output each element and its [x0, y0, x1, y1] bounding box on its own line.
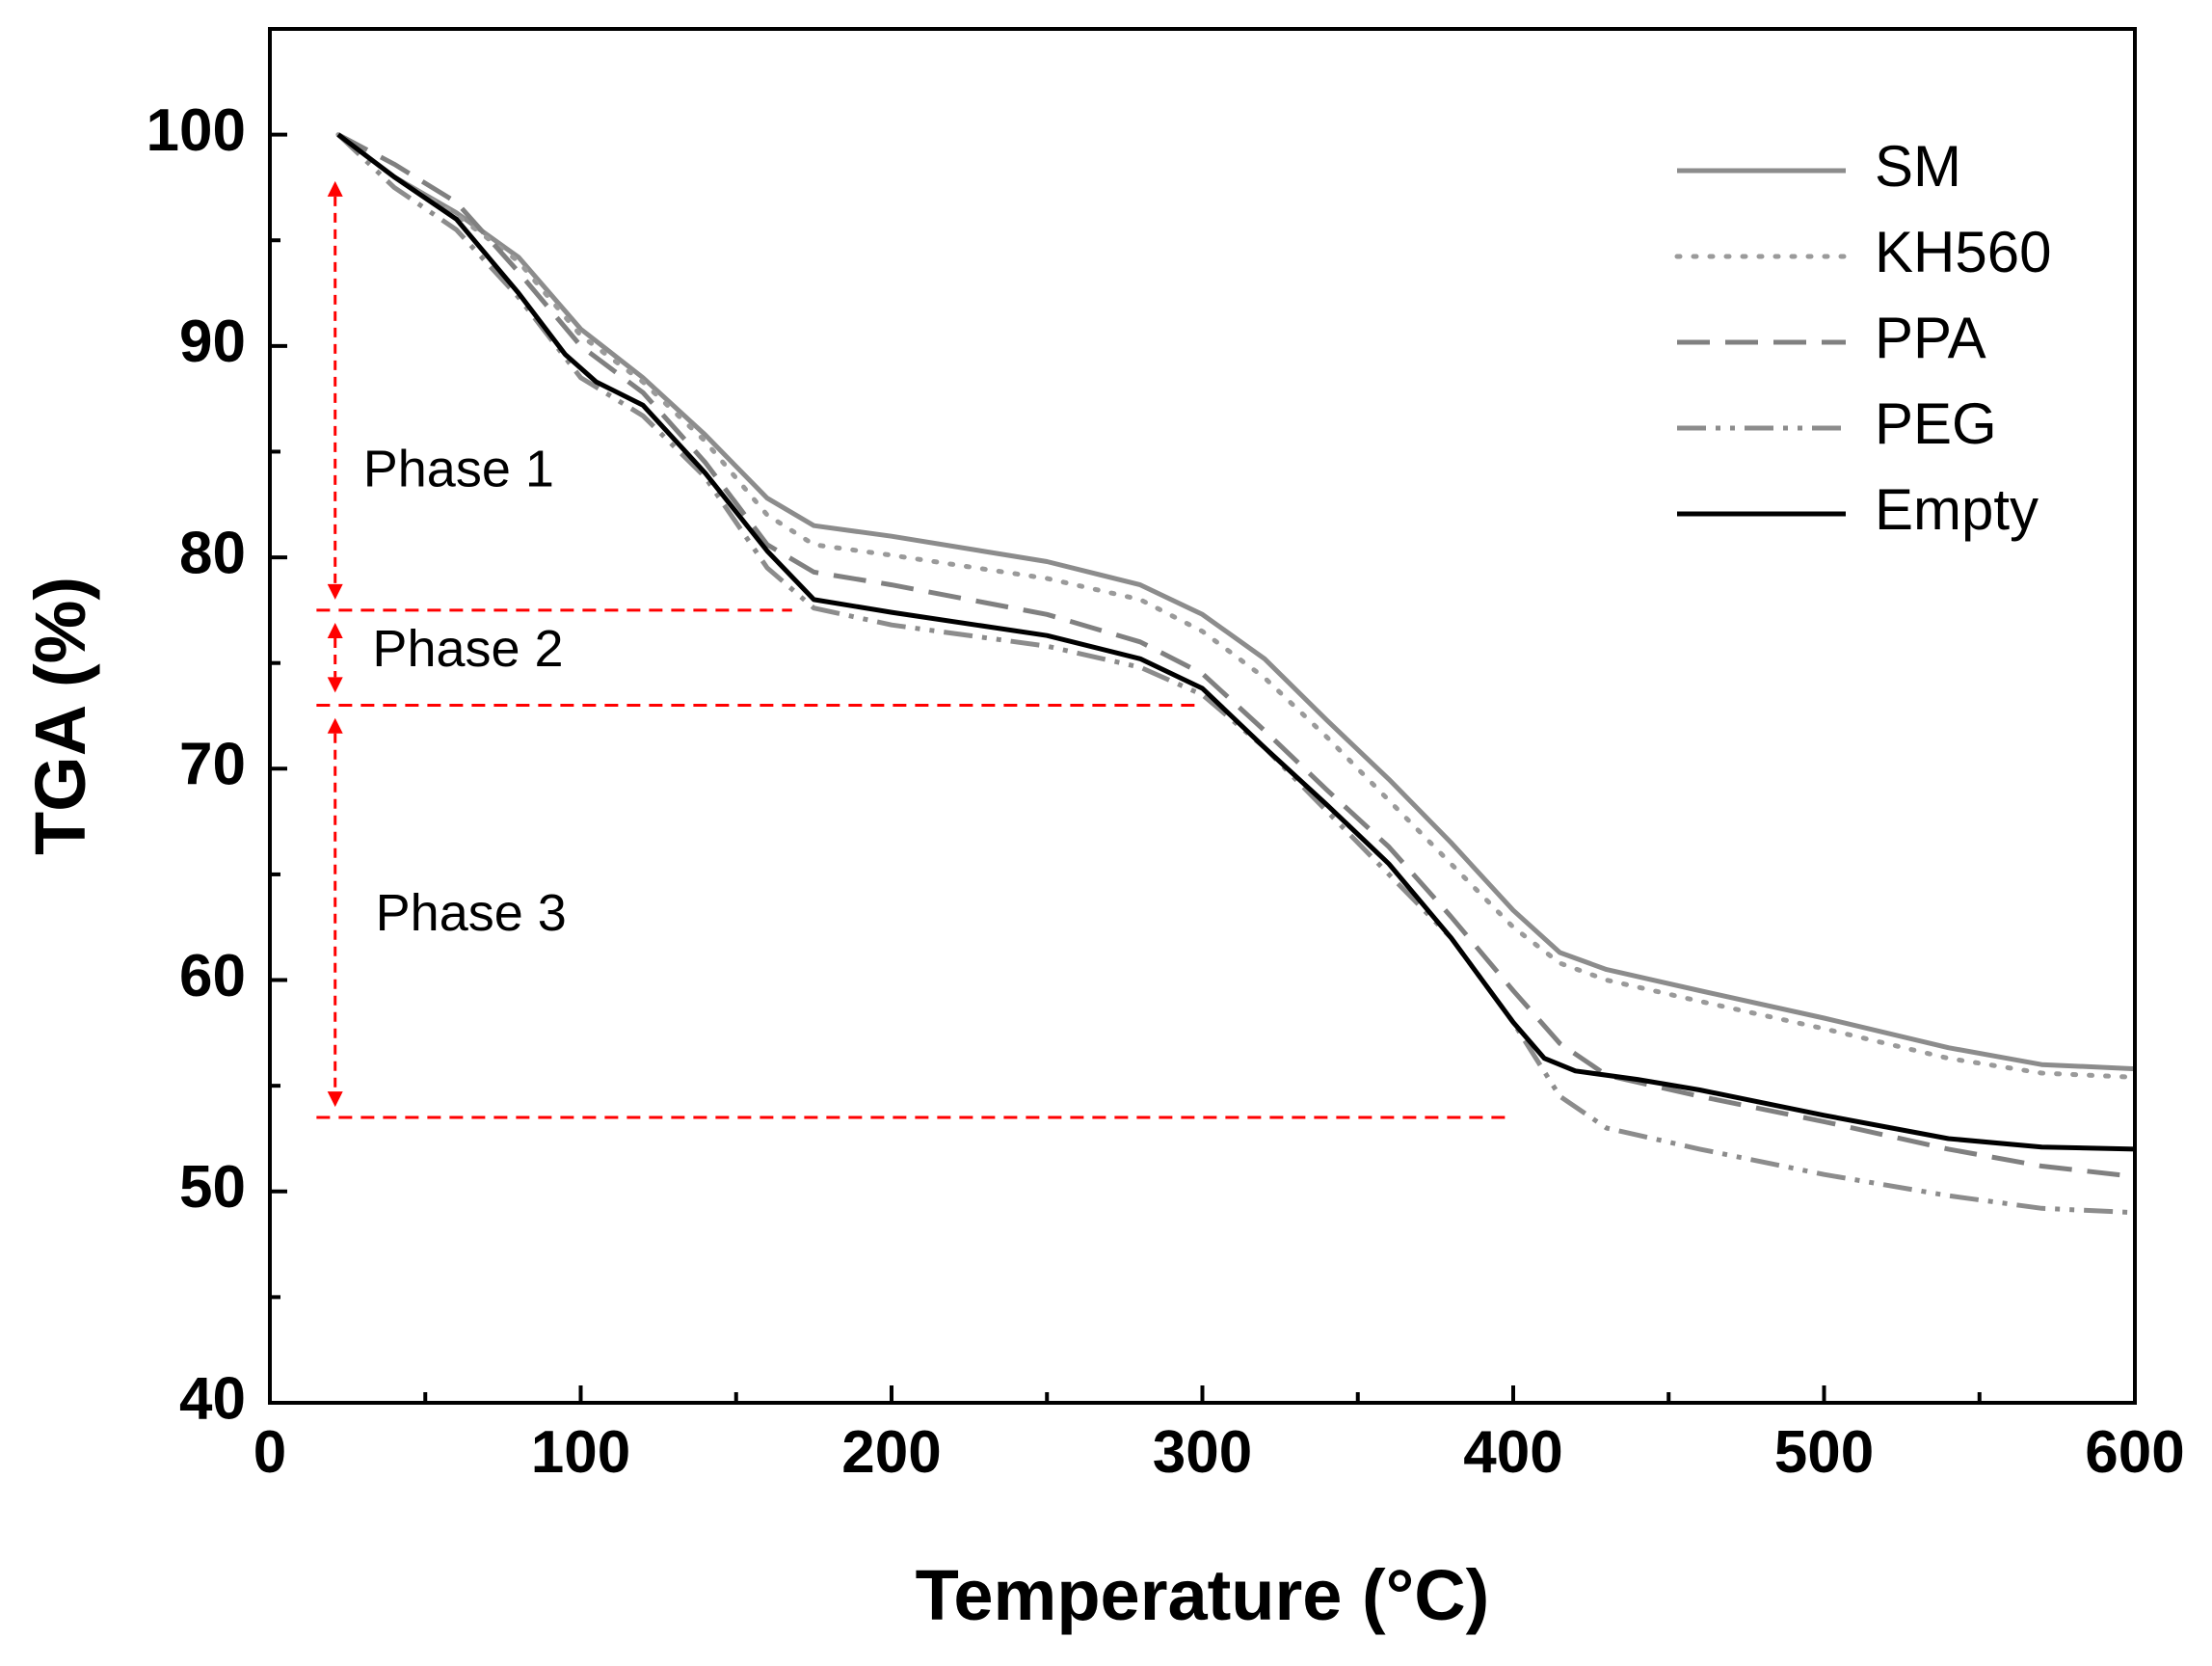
axes [268, 27, 2137, 1405]
phase-arrow-head-down [327, 677, 343, 693]
x-tick-label: 100 [531, 1419, 630, 1486]
y-tick-label: 50 [179, 1154, 246, 1221]
legend-item-sm: SM [1677, 134, 1961, 199]
legend-label: PEG [1875, 391, 1997, 456]
phase-arrow-head-up [327, 180, 343, 197]
phase-label-2: Phase 2 [372, 620, 563, 678]
legend-item-empty: Empty [1677, 477, 2039, 542]
series-line-kh560 [335, 132, 2135, 1080]
x-tick-label: 200 [841, 1419, 941, 1486]
phase-arrow-head-up [327, 717, 343, 734]
series-line-peg [336, 132, 2135, 1216]
series-line-sm [336, 132, 2135, 1072]
x-tick-label: 500 [1774, 1419, 1874, 1486]
legend-label: SM [1875, 134, 1961, 199]
x-tick-label: 400 [1463, 1419, 1562, 1486]
x-tick-label: 0 [253, 1419, 286, 1486]
legend-item-kh560: KH560 [1674, 220, 2051, 284]
legend-label: KH560 [1875, 220, 2051, 284]
axis-ticks: 0 100 200 300 400 500 600 40 50 60 70 80 90 100 [147, 97, 2185, 1486]
legend-item-ppa: PPA [1677, 306, 1986, 370]
y-tick-label: 70 [179, 732, 246, 798]
legend: SM KH560 PPA PEG Empty [1674, 134, 2051, 542]
phase-arrow-head-down [327, 583, 343, 600]
phase-arrow-1 [327, 180, 343, 600]
plot-frame [268, 27, 2137, 1405]
data-series [335, 132, 2135, 1216]
phase-label-3: Phase 3 [376, 884, 567, 942]
y-tick-label: 60 [179, 943, 246, 1009]
phase-arrow-head-up [327, 623, 343, 639]
x-tick-label: 300 [1153, 1419, 1252, 1486]
legend-item-peg: PEG [1677, 391, 1997, 456]
phase-arrow-2 [327, 623, 343, 693]
series-line-ppa [336, 132, 2135, 1179]
x-tick-label: 600 [2085, 1419, 2184, 1486]
x-axis-title: Temperature (°C) [916, 1555, 1490, 1635]
phase-label-1: Phase 1 [363, 441, 554, 498]
y-tick-label: 90 [179, 309, 246, 375]
y-tick-label: 80 [179, 520, 246, 586]
legend-label: Empty [1875, 477, 2039, 542]
phase-arrow-head-down [327, 1091, 343, 1108]
phase-arrow-3 [327, 717, 343, 1108]
y-tick-label: 100 [147, 97, 246, 164]
series-line-empty [336, 132, 2135, 1152]
y-axis-title: TGA (%) [20, 577, 100, 855]
legend-label: PPA [1875, 306, 1986, 370]
phase-annotations: Phase 1 Phase 2 Phase 3 [316, 180, 1513, 1119]
y-tick-label: 40 [179, 1365, 246, 1432]
